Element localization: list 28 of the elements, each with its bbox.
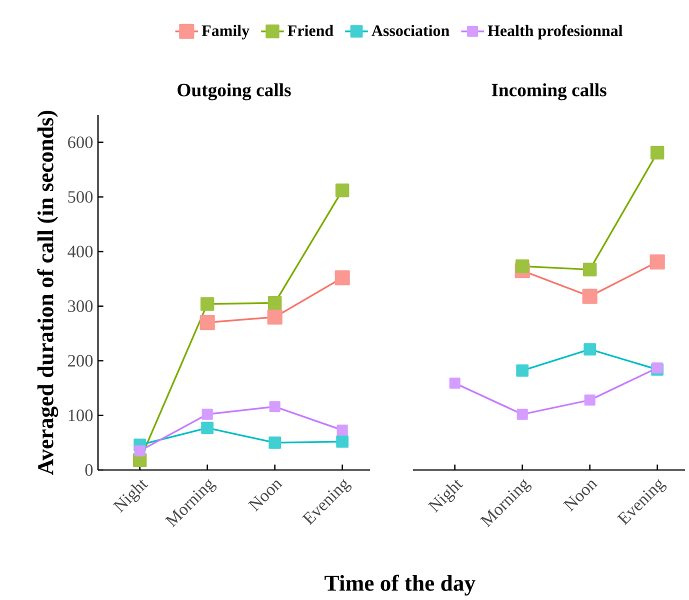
y-tick-label: 400 [68,246,93,258]
y-tick-label: 300 [68,300,93,312]
point [134,445,146,456]
y-tick-label: 100 [68,410,93,422]
point [334,270,350,286]
chart-title: Outgoing calls [178,83,291,100]
point [200,314,215,330]
point [582,288,598,304]
legend-label: Health profesionnal [488,24,622,40]
point [584,394,596,406]
legend-label: Friend [288,24,334,36]
point [336,424,348,436]
point [202,408,213,420]
y-axis-title: Averaged duration of call (in seconds) [37,110,58,475]
point [269,401,280,412]
legend-label: Family [202,24,250,40]
x-axis-title: Time of the day [324,574,476,596]
point [516,408,528,420]
legend-label: Association [372,24,450,36]
point [449,378,460,389]
point [652,362,663,374]
point [650,254,665,270]
y-tick-label: 500 [68,191,93,203]
y-tick-label: 600 [68,136,93,148]
point [267,310,282,325]
y-tick-label: 200 [68,354,93,367]
y-tick-label: 0 [85,464,93,476]
chart-title: Incoming calls [492,83,606,100]
